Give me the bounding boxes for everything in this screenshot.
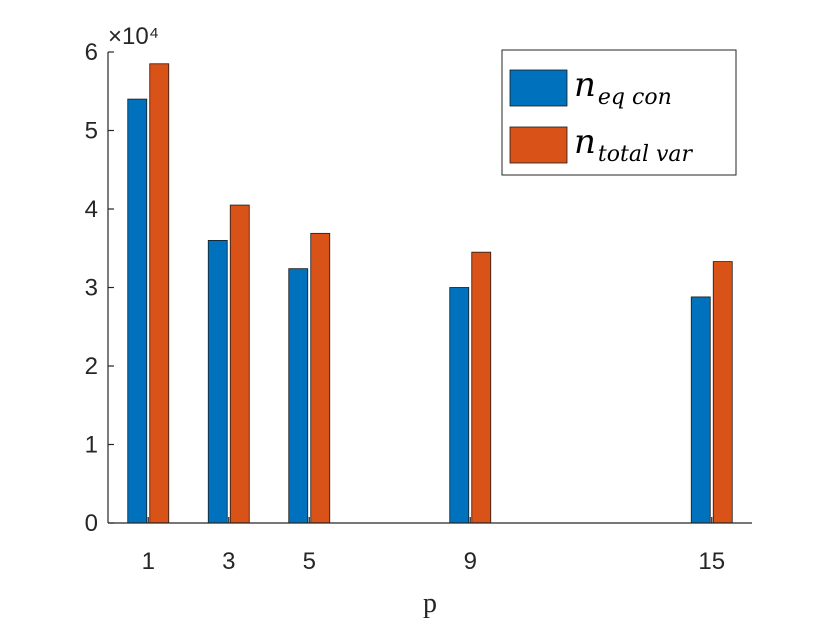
x-tick-label: 15 xyxy=(698,548,725,575)
x-tick-label: 5 xyxy=(303,548,316,575)
bar-total-var-p1 xyxy=(149,63,170,524)
bar-eq-con-p3 xyxy=(207,239,228,524)
x-tick-label: 9 xyxy=(464,548,477,575)
y-exponent-label: ×10⁴ xyxy=(108,23,159,50)
y-tick-label: 4 xyxy=(85,196,98,223)
legend-entry-eq-con-swatch xyxy=(509,69,568,107)
y-ticks-group: 0 1 2 3 4 5 6 xyxy=(85,39,114,537)
bar-total-var-p5 xyxy=(310,232,331,524)
legend-entry-eq-con-label: neq con xyxy=(574,65,672,110)
x-tick-label: 1 xyxy=(142,548,155,575)
bar-total-var-p15 xyxy=(712,261,733,524)
y-tick-label: 3 xyxy=(85,275,98,302)
legend-entry-total-var-swatch xyxy=(509,126,568,164)
bar-total-var-p3 xyxy=(229,204,250,524)
bar-eq-con-p5 xyxy=(288,268,309,524)
y-tick-label: 0 xyxy=(85,510,98,537)
x-tick-label: 3 xyxy=(222,548,235,575)
x-axis-label: p xyxy=(423,588,437,619)
y-tick-label: 5 xyxy=(85,118,98,145)
y-tick-label: 6 xyxy=(85,39,98,66)
bar-eq-con-p1 xyxy=(127,98,148,524)
bar-eq-con-p9 xyxy=(449,287,470,524)
legend: neq con ntotal var xyxy=(501,49,737,176)
bars-group xyxy=(127,63,733,524)
bar-eq-con-p15 xyxy=(690,296,711,524)
y-tick-label: 2 xyxy=(85,353,98,380)
y-tick-label: 1 xyxy=(85,432,98,459)
legend-entry-total-var-label: ntotal var xyxy=(574,122,694,167)
bar-total-var-p9 xyxy=(471,251,492,524)
x-ticks-group: 1 3 5 9 15 xyxy=(142,517,725,575)
